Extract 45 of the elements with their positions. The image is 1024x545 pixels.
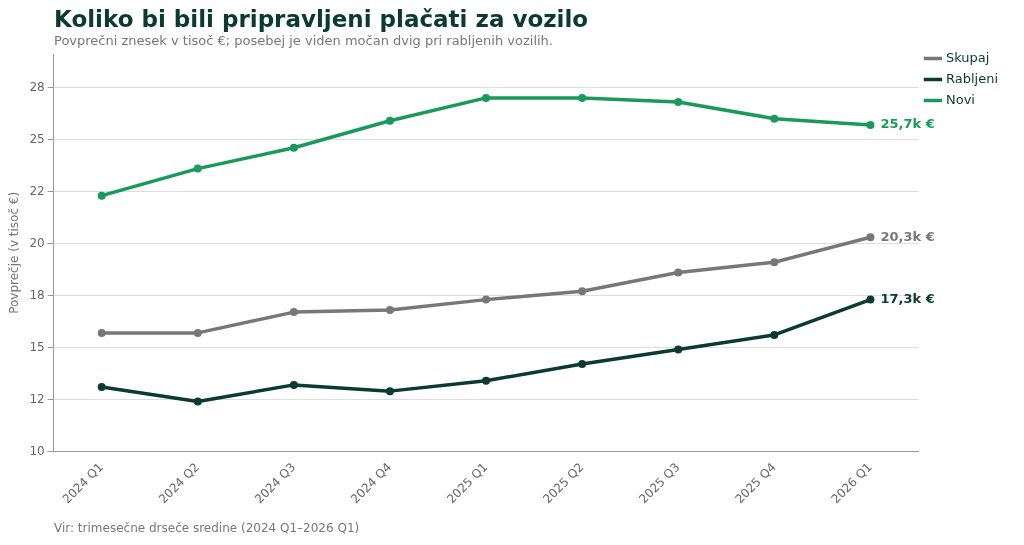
- point: [866, 233, 875, 242]
- text: Vir: trimesečne drseče sredine (2024 Q1–2026 Q1): [54, 521, 360, 535]
- point: [770, 114, 779, 123]
- y-tick-label: 20: [29, 235, 45, 250]
- legend-label: Novi: [945, 91, 975, 107]
- point: [193, 397, 202, 406]
- point: [578, 287, 587, 296]
- point: [578, 360, 587, 369]
- y-tick-label: 10: [29, 443, 45, 458]
- y-tick-label: 18: [29, 287, 45, 302]
- point: [97, 328, 106, 337]
- point: [289, 308, 298, 317]
- point: [97, 382, 106, 391]
- annotation: 20,3k €: [880, 228, 935, 244]
- y-axis-title: Povprečje (v tisoč €): [7, 191, 22, 314]
- point: [770, 258, 779, 267]
- point: [674, 345, 683, 354]
- y-tick-label: 22: [29, 183, 45, 198]
- point: [482, 93, 491, 102]
- y-tick-label: 12: [29, 391, 45, 406]
- legend-label: Rabljeni: [945, 70, 999, 86]
- point: [289, 143, 298, 152]
- point: [97, 191, 106, 200]
- point: [770, 330, 779, 339]
- y-tick-label: 28: [29, 79, 45, 94]
- annotation: 17,3k €: [880, 291, 935, 306]
- chart-subtitle: Povprečni znesek v tisoč €; posebej je viden močan dvig pri rabljenih vozilih.: [54, 33, 553, 48]
- point: [385, 387, 394, 396]
- point: [674, 98, 683, 107]
- point: [482, 295, 491, 304]
- legend-label: Skupaj: [945, 49, 990, 65]
- point: [674, 268, 683, 277]
- point: [289, 380, 298, 389]
- chart-title: Koliko bi bili pripravljeni plačati za vozilo: [54, 6, 589, 32]
- point: [385, 306, 394, 315]
- point: [193, 164, 202, 173]
- point: [866, 295, 875, 304]
- annotation: 25,7k €: [880, 116, 935, 132]
- y-tick-label: 25: [29, 131, 45, 146]
- point: [193, 328, 202, 337]
- point: [482, 376, 491, 385]
- point: [385, 116, 394, 125]
- point: [578, 93, 587, 102]
- y-tick-label: 15: [29, 339, 45, 354]
- point: [866, 120, 875, 129]
